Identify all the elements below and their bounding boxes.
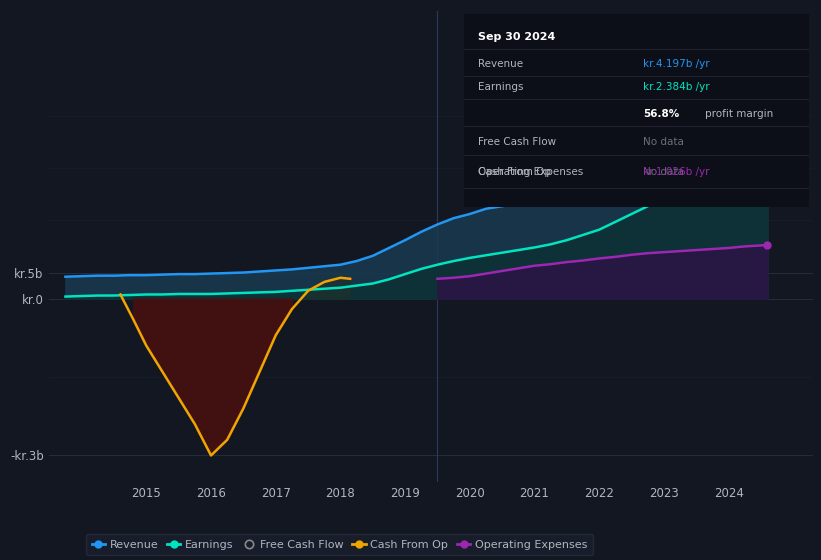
Text: Free Cash Flow: Free Cash Flow [478,137,556,147]
Text: 56.8%: 56.8% [643,109,680,119]
Text: Sep 30 2024: Sep 30 2024 [478,32,555,42]
Text: Cash From Op: Cash From Op [478,167,551,178]
Text: Operating Expenses: Operating Expenses [478,167,583,178]
Text: profit margin: profit margin [705,109,773,119]
Legend: Revenue, Earnings, Free Cash Flow, Cash From Op, Operating Expenses: Revenue, Earnings, Free Cash Flow, Cash … [86,534,593,556]
Text: No data: No data [643,137,684,147]
Text: kr.2.384b /yr: kr.2.384b /yr [643,82,710,92]
Text: No data: No data [643,167,684,178]
Text: Earnings: Earnings [478,82,523,92]
Text: kr.1.026b /yr: kr.1.026b /yr [643,167,709,178]
Text: Revenue: Revenue [478,59,523,69]
Text: kr.4.197b /yr: kr.4.197b /yr [643,59,710,69]
